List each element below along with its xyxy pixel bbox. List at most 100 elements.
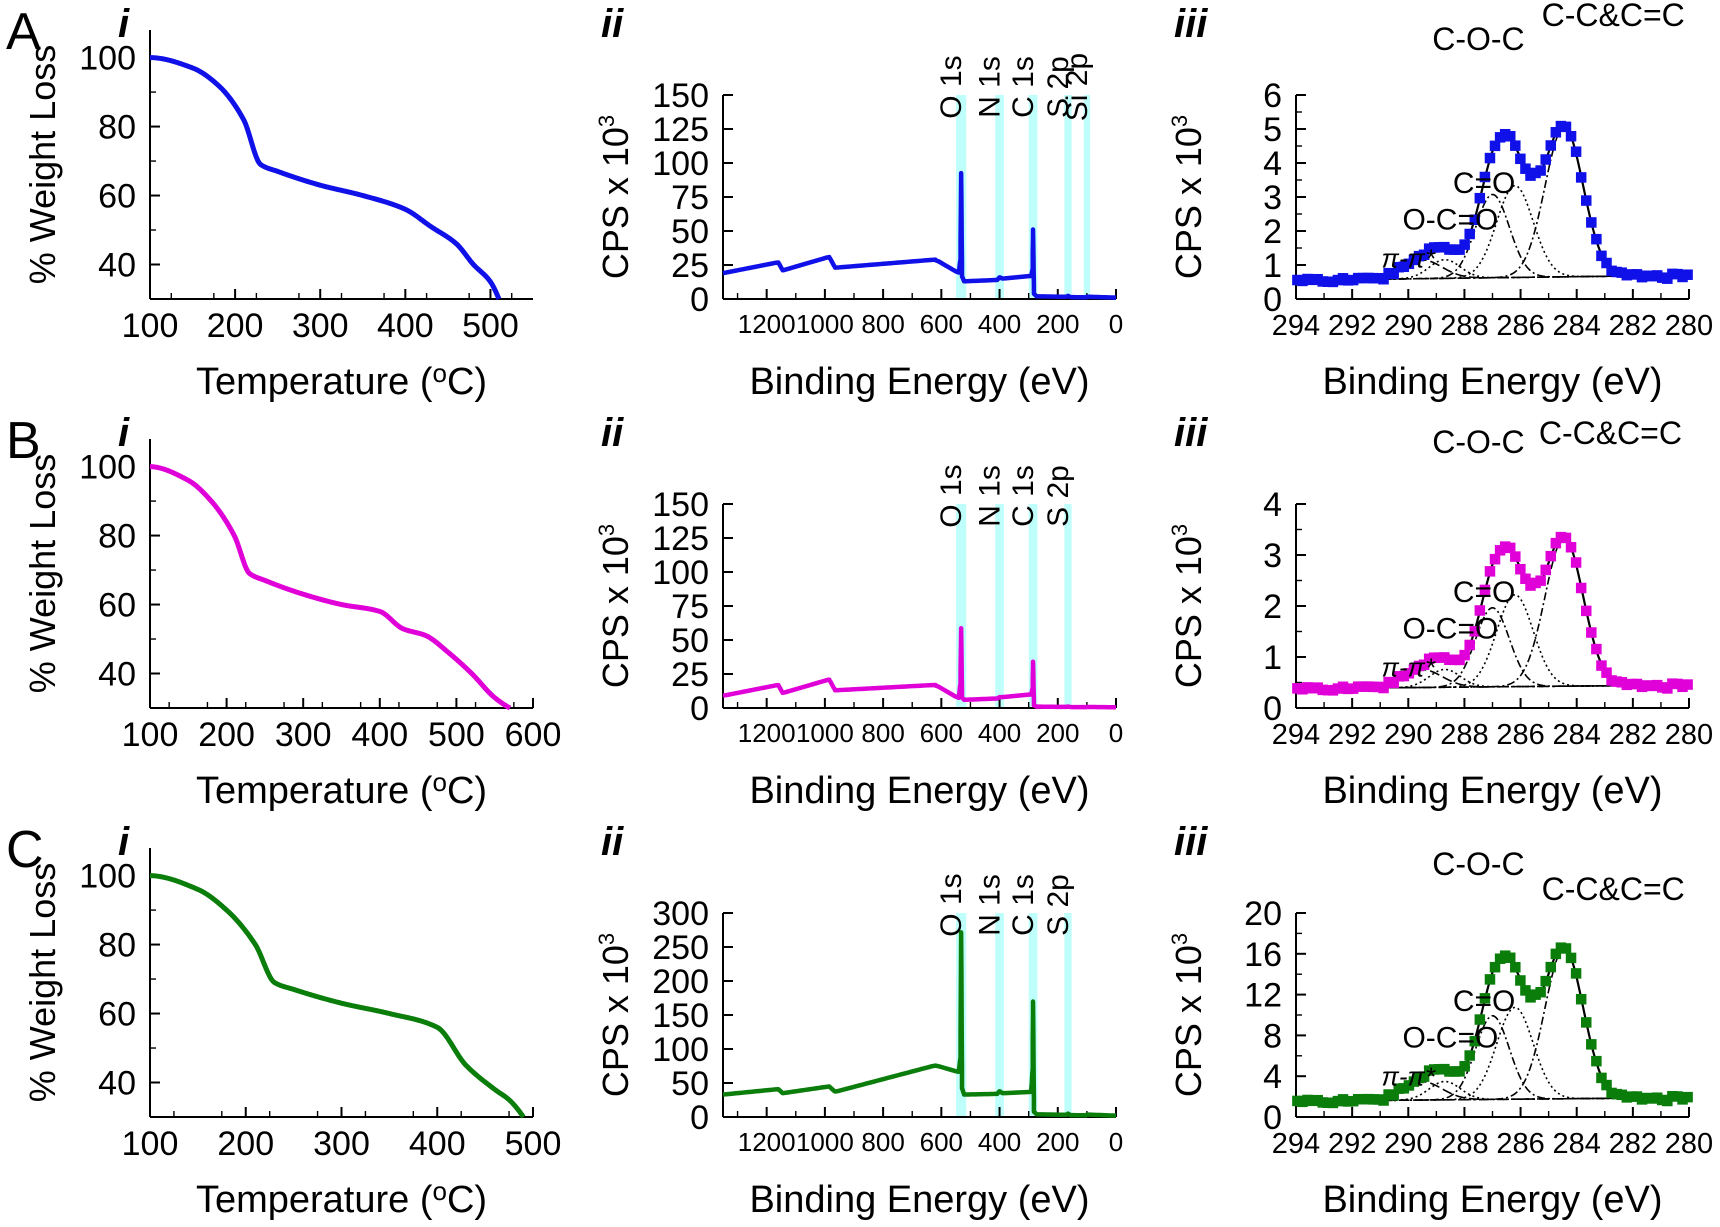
svg-text:280: 280 [1665, 1128, 1713, 1160]
svg-text:N 1s: N 1s [974, 56, 1007, 118]
svg-text:O 1s: O 1s [935, 464, 968, 527]
svg-text:80: 80 [98, 109, 136, 147]
svg-text:C=O: C=O [1453, 167, 1516, 200]
svg-text:C-C&C=C: C-C&C=C [1542, 871, 1685, 907]
svg-text:100: 100 [652, 145, 709, 183]
svg-text:400: 400 [409, 1125, 466, 1163]
svg-text:1: 1 [1263, 639, 1282, 677]
svg-text:150: 150 [652, 997, 709, 1035]
svg-text:40: 40 [98, 656, 136, 694]
svg-text:π-π*: π-π* [1381, 243, 1435, 273]
svg-text:100: 100 [122, 307, 179, 345]
svg-text:290: 290 [1384, 719, 1432, 751]
svg-text:50: 50 [671, 213, 709, 251]
svg-text:C-C&C=C: C-C&C=C [1539, 415, 1682, 451]
svg-text:Binding Energy (eV): Binding Energy (eV) [749, 770, 1089, 812]
svg-text:16: 16 [1244, 936, 1282, 974]
svg-text:C-C&C=C: C-C&C=C [1542, 0, 1685, 33]
svg-text:600: 600 [920, 718, 963, 748]
svg-text:12: 12 [1244, 977, 1282, 1015]
svg-text:284: 284 [1553, 719, 1601, 751]
svg-text:Temperature (oC): Temperature (oC) [196, 767, 487, 812]
svg-text:CPS x 103: CPS x 103 [1167, 933, 1209, 1097]
svg-text:75: 75 [671, 179, 709, 217]
svg-text:400: 400 [978, 718, 1021, 748]
svg-text:20: 20 [1244, 895, 1282, 933]
svg-text:125: 125 [652, 520, 709, 558]
svg-text:40: 40 [98, 247, 136, 285]
svg-text:300: 300 [275, 716, 332, 754]
svg-text:8: 8 [1263, 1017, 1282, 1055]
svg-text:500: 500 [428, 716, 485, 754]
svg-text:3: 3 [1263, 537, 1282, 575]
svg-text:1: 1 [1263, 247, 1282, 285]
svg-text:0: 0 [1263, 1099, 1282, 1137]
svg-text:0: 0 [1109, 309, 1123, 339]
svg-text:% Weight Loss: % Weight Loss [22, 45, 63, 284]
svg-text:5: 5 [1263, 111, 1282, 149]
svg-text:1200: 1200 [738, 1127, 796, 1157]
svg-text:282: 282 [1609, 1128, 1657, 1160]
svg-text:CPS x 103: CPS x 103 [1167, 115, 1209, 279]
svg-text:1000: 1000 [796, 309, 854, 339]
svg-text:C-O-C: C-O-C [1432, 21, 1524, 57]
svg-text:284: 284 [1553, 1128, 1601, 1160]
svg-text:0: 0 [690, 1099, 709, 1137]
svg-text:1200: 1200 [738, 718, 796, 748]
svg-text:O 1s: O 1s [935, 55, 968, 118]
svg-text:200: 200 [207, 307, 264, 345]
svg-text:286: 286 [1496, 1128, 1544, 1160]
svg-text:288: 288 [1440, 1128, 1488, 1160]
svg-text:CPS x 103: CPS x 103 [594, 933, 636, 1097]
svg-text:280: 280 [1665, 310, 1713, 342]
svg-text:80: 80 [98, 927, 136, 965]
svg-text:200: 200 [1036, 718, 1079, 748]
svg-text:100: 100 [652, 1031, 709, 1069]
svg-text:π-π*: π-π* [1381, 1061, 1435, 1091]
svg-text:CPS x 103: CPS x 103 [594, 524, 636, 688]
svg-text:100: 100 [122, 716, 179, 754]
svg-text:290: 290 [1384, 1128, 1432, 1160]
svg-text:C 1s: C 1s [1007, 465, 1040, 527]
svg-text:0: 0 [1109, 718, 1123, 748]
svg-text:π-π*: π-π* [1381, 652, 1435, 682]
svg-text:290: 290 [1384, 310, 1432, 342]
svg-text:800: 800 [861, 309, 904, 339]
svg-text:100: 100 [652, 554, 709, 592]
svg-text:50: 50 [671, 622, 709, 660]
svg-text:Binding Energy (eV): Binding Energy (eV) [749, 361, 1089, 403]
svg-text:S 2p: S 2p [1042, 874, 1075, 936]
svg-text:1000: 1000 [796, 1127, 854, 1157]
svg-text:400: 400 [351, 716, 408, 754]
svg-text:C 1s: C 1s [1007, 56, 1040, 118]
svg-text:286: 286 [1496, 719, 1544, 751]
svg-text:60: 60 [98, 587, 136, 625]
svg-text:4: 4 [1263, 1058, 1282, 1096]
svg-text:284: 284 [1553, 310, 1601, 342]
svg-text:1000: 1000 [796, 718, 854, 748]
svg-text:280: 280 [1665, 719, 1713, 751]
svg-text:2: 2 [1263, 213, 1282, 251]
svg-text:800: 800 [861, 718, 904, 748]
svg-text:150: 150 [652, 77, 709, 115]
svg-text:% Weight Loss: % Weight Loss [22, 454, 63, 693]
svg-text:O-C=O: O-C=O [1402, 204, 1498, 237]
svg-text:500: 500 [462, 307, 519, 345]
svg-text:282: 282 [1609, 719, 1657, 751]
svg-text:600: 600 [920, 309, 963, 339]
svg-text:4: 4 [1263, 145, 1282, 183]
svg-text:600: 600 [505, 716, 562, 754]
svg-text:C-O-C: C-O-C [1432, 424, 1524, 460]
svg-text:25: 25 [671, 656, 709, 694]
svg-text:300: 300 [292, 307, 349, 345]
svg-text:125: 125 [652, 111, 709, 149]
svg-text:60: 60 [98, 996, 136, 1034]
svg-text:80: 80 [98, 518, 136, 556]
svg-text:60: 60 [98, 178, 136, 216]
svg-text:25: 25 [671, 247, 709, 285]
svg-text:0: 0 [1263, 281, 1282, 319]
svg-text:300: 300 [313, 1125, 370, 1163]
svg-text:40: 40 [98, 1065, 136, 1103]
svg-text:200: 200 [217, 1125, 274, 1163]
svg-text:1200: 1200 [738, 309, 796, 339]
